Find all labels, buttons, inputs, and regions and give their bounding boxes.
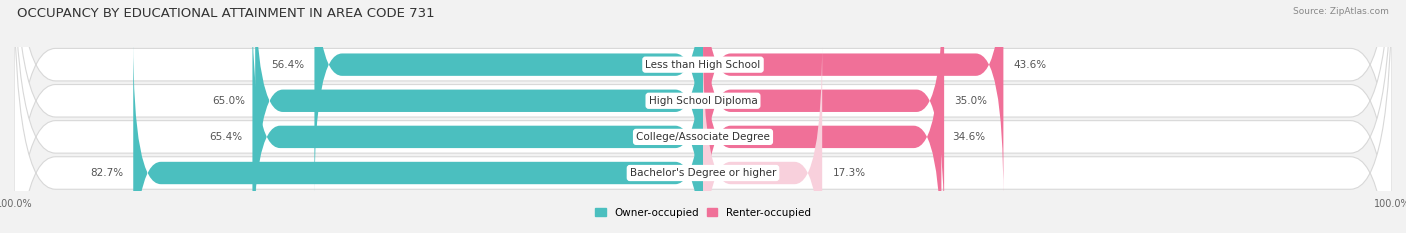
Text: 65.0%: 65.0%	[212, 96, 245, 106]
FancyBboxPatch shape	[315, 0, 703, 198]
FancyBboxPatch shape	[14, 0, 1392, 233]
FancyBboxPatch shape	[14, 0, 1392, 233]
Text: High School Diploma: High School Diploma	[648, 96, 758, 106]
FancyBboxPatch shape	[134, 40, 703, 233]
Text: 65.4%: 65.4%	[209, 132, 242, 142]
FancyBboxPatch shape	[703, 4, 942, 233]
Text: 82.7%: 82.7%	[90, 168, 122, 178]
Text: 43.6%: 43.6%	[1014, 60, 1047, 70]
Text: 35.0%: 35.0%	[955, 96, 987, 106]
Legend: Owner-occupied, Renter-occupied: Owner-occupied, Renter-occupied	[595, 208, 811, 218]
FancyBboxPatch shape	[254, 0, 703, 233]
Text: 34.6%: 34.6%	[952, 132, 984, 142]
Text: 56.4%: 56.4%	[271, 60, 304, 70]
Text: Source: ZipAtlas.com: Source: ZipAtlas.com	[1294, 7, 1389, 16]
Text: Less than High School: Less than High School	[645, 60, 761, 70]
FancyBboxPatch shape	[253, 4, 703, 233]
Text: 17.3%: 17.3%	[832, 168, 866, 178]
FancyBboxPatch shape	[703, 0, 1004, 198]
Text: College/Associate Degree: College/Associate Degree	[636, 132, 770, 142]
Text: OCCUPANCY BY EDUCATIONAL ATTAINMENT IN AREA CODE 731: OCCUPANCY BY EDUCATIONAL ATTAINMENT IN A…	[17, 7, 434, 20]
FancyBboxPatch shape	[14, 0, 1392, 233]
FancyBboxPatch shape	[703, 0, 945, 233]
FancyBboxPatch shape	[14, 0, 1392, 233]
FancyBboxPatch shape	[703, 40, 823, 233]
Text: Bachelor's Degree or higher: Bachelor's Degree or higher	[630, 168, 776, 178]
